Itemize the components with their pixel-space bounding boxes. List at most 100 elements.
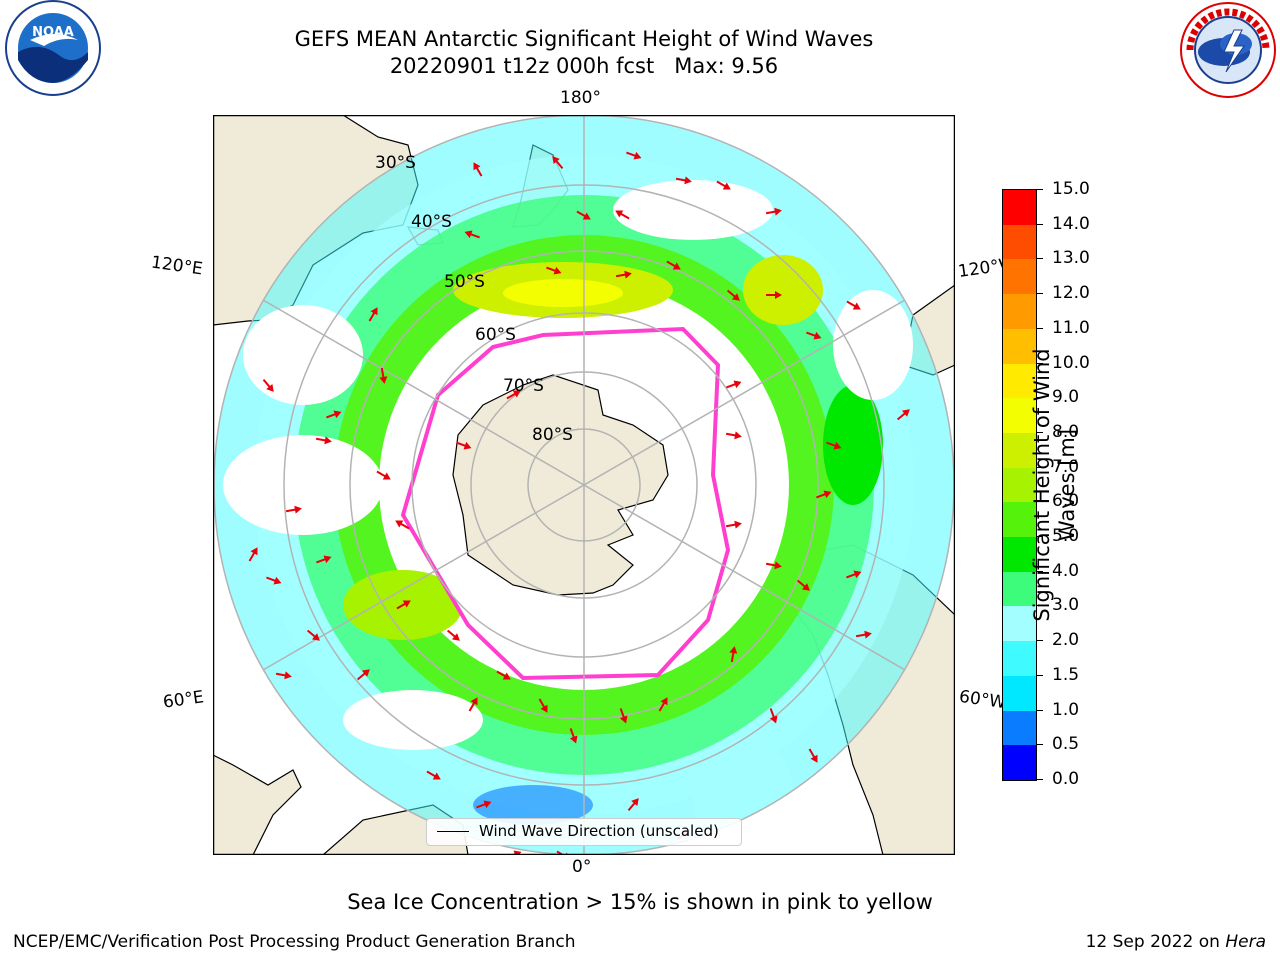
noaa-logo-text: NOAA bbox=[32, 25, 74, 40]
colorbar-tick-label: 4.0 bbox=[1052, 560, 1080, 581]
wave-direction-arrow bbox=[726, 380, 742, 389]
sea-ice-note: Sea Ice Concentration > 15% is shown in … bbox=[347, 890, 933, 914]
colorbar-segment bbox=[1003, 224, 1036, 260]
colorbar-tick-label: 13.0 bbox=[1052, 248, 1090, 269]
wave-direction-arrow bbox=[826, 441, 842, 450]
wave-direction-arrow bbox=[666, 260, 681, 270]
colorbar-tick bbox=[1036, 744, 1043, 746]
colorbar-label-line1: Significant Height of Wind bbox=[1030, 348, 1054, 622]
colorbar-tick bbox=[1036, 570, 1043, 572]
wave-direction-arrow bbox=[716, 180, 731, 190]
colorbar-segment bbox=[1003, 328, 1036, 364]
lon-label-0: 0° bbox=[572, 857, 592, 877]
wave-direction-arrow bbox=[476, 800, 492, 809]
lat-label-30s: 30°S bbox=[375, 153, 416, 173]
wave-direction-arrow bbox=[627, 798, 639, 812]
lat-label-80s: 80°S bbox=[532, 425, 573, 445]
legend-label: Wind Wave Direction (unscaled) bbox=[479, 822, 719, 840]
wave-direction-arrow bbox=[619, 708, 628, 724]
wave-direction-arrow bbox=[446, 629, 460, 641]
noaa-logo: NOAA bbox=[0, 0, 106, 100]
colorbar-tick-label: 6.0 bbox=[1052, 491, 1080, 512]
wave-direction-arrow bbox=[729, 646, 738, 663]
wave-direction-arrow bbox=[266, 576, 282, 585]
lat-label-70s: 70°S bbox=[503, 376, 544, 396]
colorbar-segment bbox=[1003, 259, 1036, 295]
wave-direction-arrow bbox=[816, 490, 832, 499]
colorbar-segment bbox=[1003, 502, 1036, 538]
wave-direction-arrow bbox=[615, 270, 632, 279]
colorbar-tick-label: 15.0 bbox=[1052, 179, 1090, 199]
colorbar-tick-label: 9.0 bbox=[1052, 387, 1080, 408]
wave-direction-arrow bbox=[675, 176, 692, 185]
colorbar-tick bbox=[1036, 709, 1043, 711]
colorbar-segment bbox=[1003, 675, 1036, 711]
wave-direction-arrow bbox=[615, 210, 630, 220]
chart-title: GEFS MEAN Antarctic Significant Height o… bbox=[294, 27, 874, 51]
wave-direction-arrow bbox=[896, 409, 910, 421]
colorbar-segment bbox=[1003, 190, 1036, 225]
wave-direction-arrow bbox=[806, 331, 822, 340]
colorbar-tick-label: 0.0 bbox=[1052, 769, 1080, 789]
wave-direction-arrow bbox=[379, 367, 388, 384]
colorbar-segment bbox=[1003, 467, 1036, 503]
wave-direction-arrow bbox=[855, 630, 872, 639]
colorbar-segment bbox=[1003, 571, 1036, 607]
colorbar-segment bbox=[1003, 398, 1036, 433]
wave-direction-arrow bbox=[538, 698, 548, 713]
lon-label-180: 180° bbox=[560, 88, 601, 108]
colorbar-tick bbox=[1036, 258, 1043, 260]
lon-label-120e: 120°E bbox=[149, 252, 204, 280]
chart-subtitle: 20220901 t12z 000h fcst Max: 9.56 bbox=[389, 54, 779, 78]
wave-direction-arrow bbox=[769, 708, 778, 724]
wave-direction-arrow bbox=[496, 670, 511, 680]
wave-direction-arrow bbox=[368, 307, 378, 322]
wind-wave-arrows bbox=[248, 151, 910, 860]
colorbar-segment bbox=[1003, 537, 1036, 572]
wave-direction-arrow bbox=[468, 697, 478, 712]
colorbar-segment bbox=[1003, 294, 1036, 329]
colorbar-tick-label: 3.0 bbox=[1052, 595, 1080, 616]
colorbar-tick-label: 2.0 bbox=[1052, 630, 1080, 651]
wave-direction-arrow bbox=[376, 470, 391, 480]
colorbar-tick-label: 1.5 bbox=[1052, 664, 1080, 685]
colorbar-tick bbox=[1036, 293, 1043, 295]
colorbar-tick-label: 8.0 bbox=[1052, 421, 1080, 442]
wave-direction-arrow bbox=[765, 207, 782, 216]
lat-label-50s: 50°S bbox=[444, 272, 485, 292]
wave-direction-arrow bbox=[306, 629, 320, 641]
colorbar-segment bbox=[1003, 745, 1036, 780]
wave-direction-arrow bbox=[248, 547, 258, 562]
colorbar-segment bbox=[1003, 710, 1036, 746]
footer-date-text: 12 Sep 2022 on bbox=[1085, 932, 1226, 952]
nws-logo bbox=[1176, 0, 1280, 104]
wave-direction-arrow bbox=[326, 410, 342, 419]
colorbar-tick bbox=[1036, 536, 1043, 538]
footer-host: Hera bbox=[1225, 932, 1266, 952]
wave-direction-arrow bbox=[726, 289, 740, 301]
wave-direction-arrow bbox=[316, 555, 332, 564]
wave-direction-arrow bbox=[426, 770, 441, 780]
footer-date: 12 Sep 2022 on Hera bbox=[1086, 932, 1266, 952]
colorbar-tick bbox=[1036, 431, 1043, 433]
wave-direction-arrow bbox=[464, 230, 480, 239]
wave-direction-arrow bbox=[846, 570, 862, 579]
colorbar-label-line2: Waves [m] bbox=[1055, 428, 1079, 542]
colorbar-tick bbox=[1036, 501, 1043, 503]
colorbar-tick bbox=[1036, 779, 1043, 780]
wave-direction-arrow bbox=[725, 520, 742, 529]
colorbar-tick bbox=[1036, 605, 1043, 607]
wave-direction-arrow bbox=[808, 748, 818, 763]
wave-direction-arrow bbox=[576, 210, 591, 220]
lon-label-60w: 60°W bbox=[957, 686, 1008, 714]
wave-direction-arrow bbox=[506, 390, 521, 400]
wave-direction-arrow bbox=[725, 431, 742, 440]
wave-direction-arrow bbox=[796, 579, 810, 591]
colorbar-tick-label: 5.0 bbox=[1052, 526, 1080, 547]
colorbar-tick bbox=[1036, 466, 1043, 468]
lat-label-60s: 60°S bbox=[475, 325, 516, 345]
colorbar-tick-label: 1.0 bbox=[1052, 699, 1080, 720]
wave-direction-arrow bbox=[396, 600, 411, 610]
wave-direction-arrow bbox=[315, 436, 332, 445]
colorbar-tick bbox=[1036, 362, 1043, 364]
